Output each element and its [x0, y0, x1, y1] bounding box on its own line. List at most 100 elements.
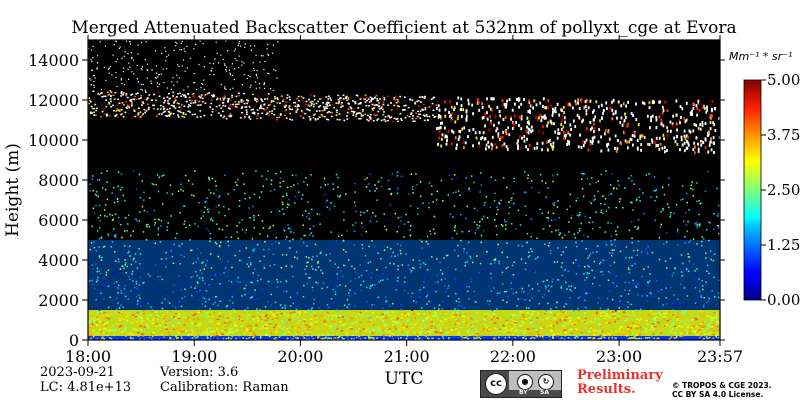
heatmap-pixel	[716, 321, 720, 323]
heatmap-pixel	[162, 313, 165, 316]
heatmap-pixel	[656, 319, 659, 322]
heatmap-pixel	[309, 318, 313, 320]
heatmap-pixel	[679, 105, 682, 109]
heatmap-pixel	[406, 315, 409, 318]
heatmap-pixel	[234, 325, 238, 327]
heatmap-pixel	[203, 268, 205, 270]
heatmap-pixel	[339, 270, 342, 272]
heatmap-pixel	[177, 327, 180, 329]
heatmap-pixel	[431, 290, 433, 292]
heatmap-pixel	[549, 250, 552, 252]
heatmap-pixel	[399, 283, 402, 286]
heatmap-pixel	[496, 321, 499, 324]
heatmap-pixel	[411, 292, 414, 294]
heatmap-pixel	[265, 333, 267, 336]
heatmap-pixel	[326, 311, 329, 314]
heatmap-pixel	[456, 117, 459, 121]
heatmap-pixel	[270, 183, 273, 185]
heatmap-pixel	[158, 113, 161, 115]
heatmap-pixel	[222, 338, 225, 340]
heatmap-pixel	[476, 224, 478, 226]
heatmap-pixel	[212, 315, 214, 318]
heatmap-pixel	[390, 255, 393, 258]
heatmap-pixel	[229, 299, 231, 301]
heatmap-pixel	[161, 302, 163, 304]
heatmap-pixel	[282, 203, 284, 206]
heatmap-pixel	[646, 337, 649, 339]
heatmap-pixel	[434, 331, 437, 334]
heatmap-pixel	[312, 256, 314, 258]
heatmap-pixel	[234, 324, 236, 326]
chart-title: Merged Attenuated Backscatter Coefficien…	[71, 18, 736, 38]
heatmap-pixel	[174, 237, 177, 239]
heatmap-pixel	[660, 210, 662, 213]
heatmap-pixel	[143, 199, 145, 201]
heatmap-pixel	[599, 307, 602, 310]
heatmap-pixel	[177, 322, 180, 324]
heatmap-pixel	[326, 199, 328, 202]
heatmap-pixel	[389, 204, 392, 206]
heatmap-pixel	[519, 224, 522, 226]
heatmap-pixel	[396, 175, 399, 177]
heatmap-pixel	[265, 113, 268, 116]
heatmap-pixel	[253, 335, 256, 337]
heatmap-pixel	[534, 281, 537, 283]
heatmap-pixel	[598, 338, 601, 340]
heatmap-pixel	[596, 325, 598, 328]
heatmap-pixel	[607, 308, 609, 310]
heatmap-pixel	[106, 321, 109, 323]
heatmap-pixel	[507, 331, 510, 333]
heatmap-pixel	[154, 218, 156, 221]
heatmap-pixel	[176, 232, 178, 235]
heatmap-pixel	[514, 114, 516, 118]
heatmap-pixel	[334, 324, 338, 326]
heatmap-pixel	[557, 131, 560, 135]
heatmap-pixel	[558, 318, 562, 321]
heatmap-pixel	[264, 319, 268, 322]
heatmap-pixel	[444, 285, 446, 287]
heatmap-pixel	[565, 281, 567, 284]
heatmap-pixel	[104, 95, 107, 97]
heatmap-pixel	[113, 298, 115, 301]
heatmap-pixel	[242, 337, 244, 339]
heatmap-pixel	[404, 276, 406, 279]
heatmap-pixel	[599, 300, 602, 303]
heatmap-pixel	[212, 95, 215, 98]
heatmap-pixel	[454, 229, 456, 232]
heatmap-pixel	[240, 107, 243, 109]
heatmap-pixel	[465, 177, 468, 179]
heatmap-pixel	[327, 119, 330, 121]
heatmap-pixel	[361, 244, 363, 246]
heatmap-pixel	[498, 330, 501, 332]
heatmap-pixel	[286, 328, 288, 330]
heatmap-pixel	[337, 176, 339, 179]
heatmap-pixel	[217, 294, 220, 296]
heatmap-pixel	[427, 333, 430, 335]
heatmap-pixel	[430, 233, 432, 235]
heatmap-pixel	[323, 319, 326, 321]
heatmap-pixel	[500, 199, 502, 202]
heatmap-pixel	[501, 271, 504, 274]
heatmap-pixel	[243, 287, 246, 290]
heatmap-pixel	[338, 315, 341, 318]
heatmap-pixel	[156, 113, 159, 116]
heatmap-pixel	[203, 114, 206, 117]
heatmap-pixel	[581, 120, 583, 124]
heatmap-pixel	[253, 320, 255, 323]
heatmap-pixel	[434, 216, 437, 219]
heatmap-pixel	[627, 337, 630, 340]
heatmap-pixel	[550, 329, 553, 331]
heatmap-pixel	[89, 313, 92, 315]
heatmap-pixel	[253, 214, 255, 217]
heatmap-pixel	[544, 293, 546, 296]
heatmap-pixel	[482, 325, 484, 327]
heatmap-pixel	[359, 98, 362, 100]
heatmap-pixel	[320, 310, 322, 312]
heatmap-pixel	[114, 91, 117, 94]
heatmap-pixel	[359, 214, 362, 216]
heatmap-pixel	[123, 292, 126, 295]
heatmap-pixel	[656, 321, 660, 323]
heatmap-pixel	[512, 192, 515, 195]
heatmap-pixel	[686, 333, 688, 335]
heatmap-pixel	[436, 190, 438, 193]
